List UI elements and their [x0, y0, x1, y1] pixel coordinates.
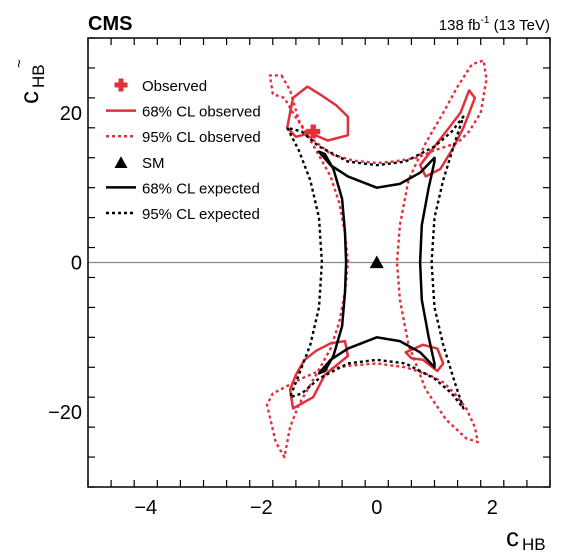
legend-entry-observed: Observed [114, 78, 207, 95]
chart-header: CMS 138 fb-1 (13 TeV) [88, 13, 550, 35]
legend-label: 68% CL observed [142, 104, 261, 121]
sm-marker [369, 255, 384, 269]
legend-entry-68-cl-expected: 68% CL expected [106, 180, 260, 197]
legend-label: SM [142, 155, 165, 172]
legend-entry-95-cl-expected: 95% CL expected [106, 206, 260, 223]
contour-68-cl-observed-2 [288, 339, 350, 410]
x-tick-label: −2 [250, 497, 273, 519]
legend-label: 95% CL expected [142, 206, 260, 223]
contour-68-cl-observed-0 [285, 85, 350, 142]
contour-68-cl-observed-1 [418, 89, 477, 178]
x-axis-title-main: c [506, 522, 519, 552]
y-axis-title-main: c [14, 91, 44, 104]
y-tick-label: 20 [60, 103, 82, 125]
legend-entry-sm: SM [114, 155, 165, 172]
luminosity-exponent: -1 [481, 15, 490, 26]
legend-entry-95-cl-observed: 95% CL observed [106, 129, 261, 146]
x-axis-title-sub: HB [522, 535, 546, 554]
y-axis-title-tilde: ~ [11, 59, 28, 68]
x-tick-label: 2 [487, 497, 498, 519]
legend-label: 68% CL expected [142, 180, 260, 197]
x-tick-label: −4 [134, 497, 157, 519]
x-axis-title: c HB [506, 522, 546, 554]
experiment-label: CMS [88, 13, 132, 35]
x-tick-label: 0 [371, 497, 382, 519]
legend-cross-icon [114, 78, 128, 92]
legend-label: 95% CL observed [142, 129, 261, 146]
contour-68-cl-expected-0 [317, 150, 436, 375]
y-tick-label: −20 [48, 402, 82, 424]
luminosity-value: 138 fb [439, 17, 481, 34]
legend-triangle-icon [114, 156, 128, 168]
y-axis-title-sub: HB [29, 64, 48, 88]
best-fit-marker [306, 124, 321, 139]
luminosity-energy: (13 TeV) [489, 17, 550, 34]
y-tick-label: 0 [71, 253, 82, 275]
y-axis-title: c HB ~ [11, 59, 48, 104]
legend-entry-68-cl-observed: 68% CL observed [106, 104, 261, 121]
contour-95-cl-expected-0 [286, 115, 465, 410]
contour-95-cl-observed-0 [265, 59, 488, 459]
luminosity-label: 138 fb-1 (13 TeV) [439, 15, 550, 34]
legend-label: Observed [142, 78, 207, 95]
